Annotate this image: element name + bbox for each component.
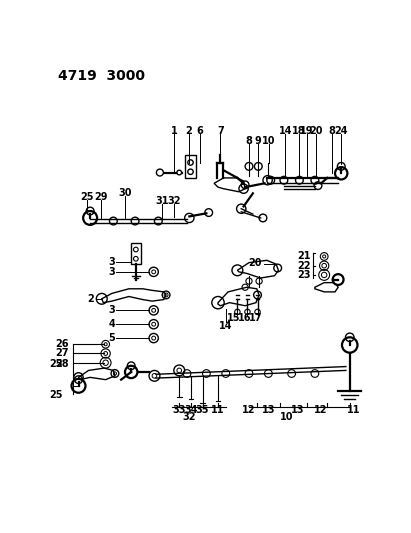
Text: 12: 12 <box>242 405 256 415</box>
Text: 4719  3000: 4719 3000 <box>58 69 145 83</box>
Text: 6: 6 <box>197 126 203 136</box>
Text: 32: 32 <box>182 411 196 422</box>
Text: 5: 5 <box>108 333 115 343</box>
Text: 14: 14 <box>279 126 292 136</box>
Text: 13: 13 <box>262 405 275 415</box>
FancyBboxPatch shape <box>131 243 141 264</box>
Text: 3: 3 <box>108 305 115 316</box>
Text: 13: 13 <box>291 405 305 415</box>
Text: 26: 26 <box>55 339 68 349</box>
Text: 27: 27 <box>55 349 68 359</box>
Text: 14: 14 <box>219 321 233 331</box>
Text: 25: 25 <box>80 192 94 202</box>
Text: 10: 10 <box>279 411 293 422</box>
Text: 24: 24 <box>335 126 348 136</box>
Text: 3: 3 <box>108 267 115 277</box>
FancyBboxPatch shape <box>185 155 196 178</box>
Text: 28: 28 <box>55 359 68 369</box>
Text: 15: 15 <box>227 313 240 323</box>
Text: 2: 2 <box>87 294 94 304</box>
Text: 11: 11 <box>347 405 360 415</box>
Text: 3: 3 <box>108 257 115 267</box>
Text: 12: 12 <box>314 405 328 415</box>
Text: 31: 31 <box>155 196 169 206</box>
Text: 17: 17 <box>249 313 262 323</box>
Text: 22: 22 <box>298 261 311 271</box>
Text: 2: 2 <box>185 126 192 136</box>
Text: 20: 20 <box>309 126 323 136</box>
Text: 10: 10 <box>262 136 276 146</box>
Text: 9: 9 <box>255 136 262 146</box>
Text: 21: 21 <box>298 252 311 262</box>
Text: 1: 1 <box>171 126 177 136</box>
Text: 29: 29 <box>94 192 108 202</box>
Text: 7: 7 <box>217 126 224 136</box>
Circle shape <box>157 169 163 176</box>
Text: 25: 25 <box>49 359 63 369</box>
Text: 20: 20 <box>249 257 262 268</box>
Text: 18: 18 <box>292 126 305 136</box>
Text: 25: 25 <box>49 390 63 400</box>
Circle shape <box>177 170 182 175</box>
Circle shape <box>332 274 344 285</box>
Text: 8: 8 <box>245 136 252 146</box>
Text: 33: 33 <box>173 405 186 415</box>
Circle shape <box>83 211 97 225</box>
Text: 4: 4 <box>108 319 115 329</box>
Circle shape <box>335 167 347 180</box>
Circle shape <box>125 366 137 378</box>
Text: 32: 32 <box>167 196 180 206</box>
Text: 30: 30 <box>118 188 132 198</box>
Text: 11: 11 <box>211 405 225 415</box>
Text: 16: 16 <box>238 313 252 323</box>
Text: 8: 8 <box>328 126 335 136</box>
Text: 34: 34 <box>184 405 198 415</box>
Circle shape <box>342 337 358 353</box>
Circle shape <box>72 379 85 393</box>
Text: 23: 23 <box>298 270 311 280</box>
Text: 35: 35 <box>196 405 209 415</box>
Text: 19: 19 <box>300 126 314 136</box>
